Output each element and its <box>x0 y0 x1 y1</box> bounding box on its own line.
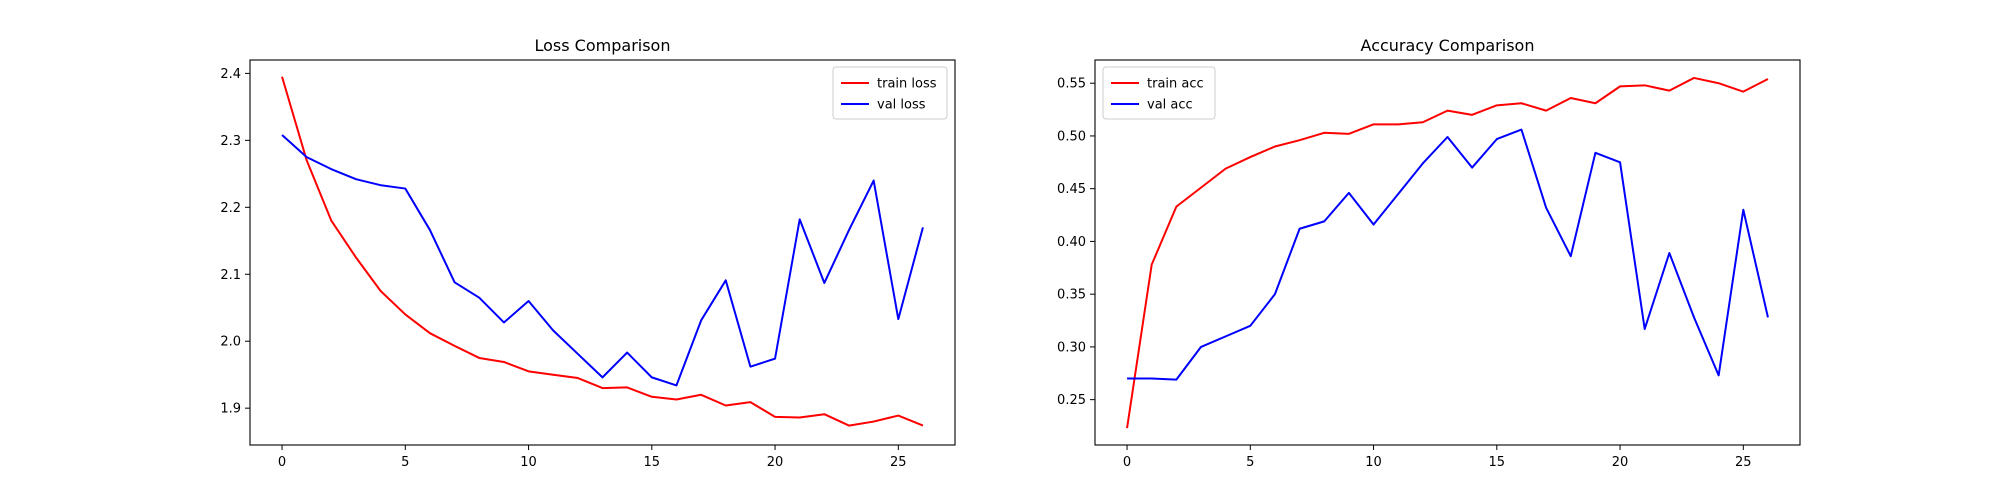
accuracy-y-tick-label: 0.55 <box>1057 77 1086 92</box>
loss-axes-frame <box>249 59 956 446</box>
loss-y-tick-label: 1.9 <box>220 402 241 417</box>
loss-x-tick-label: 5 <box>401 455 409 470</box>
accuracy-legend-label-val-acc: val acc <box>1147 98 1193 113</box>
accuracy-y-tick-label: 0.40 <box>1057 235 1086 250</box>
loss-val-loss-line <box>281 134 924 387</box>
loss-legend-label-train-loss: train loss <box>877 77 937 92</box>
accuracy-chart-panel: Accuracy Comparison 0 5 10 15 20 25 0.25 0.30 0.… <box>1057 36 1801 470</box>
accuracy-x-tick-label: 10 <box>1365 455 1382 470</box>
loss-chart-panel: Loss Comparison 0 5 10 15 20 25 1.9 2.0 2.1 2.2 2.… <box>220 36 956 470</box>
loss-x-tick-label: 20 <box>767 455 784 470</box>
accuracy-val-acc-line <box>1127 128 1769 381</box>
loss-y-tick-label: 2.3 <box>220 134 241 149</box>
accuracy-chart-title: Accuracy Comparison <box>1361 36 1535 55</box>
loss-legend-label-val-loss: val loss <box>877 98 926 113</box>
accuracy-y-tick-label: 0.45 <box>1057 182 1086 197</box>
accuracy-y-tick-label: 0.35 <box>1057 288 1086 303</box>
accuracy-x-tick-label: 25 <box>1735 455 1752 470</box>
loss-x-tick-label: 15 <box>644 455 661 470</box>
loss-y-tick-label: 2.1 <box>220 268 241 283</box>
loss-y-tick-label: 2.0 <box>220 335 241 350</box>
accuracy-x-tick-label: 15 <box>1489 455 1506 470</box>
accuracy-x-tick-label: 20 <box>1612 455 1629 470</box>
loss-y-tick-label: 2.4 <box>220 67 241 82</box>
loss-x-tick-label: 10 <box>520 455 537 470</box>
loss-legend-box <box>832 66 948 120</box>
loss-y-tick-label: 2.2 <box>220 201 241 216</box>
accuracy-train-acc-line <box>1126 76 1769 429</box>
accuracy-y-tick-label: 0.50 <box>1057 129 1086 144</box>
accuracy-legend-label-train-acc: train acc <box>1147 77 1204 92</box>
loss-x-tick-label: 0 <box>278 455 286 470</box>
accuracy-y-tick-label: 0.25 <box>1057 393 1086 408</box>
accuracy-axes-frame <box>1094 59 1801 446</box>
accuracy-y-tick-label: 0.30 <box>1057 340 1086 355</box>
loss-x-tick-label: 25 <box>890 455 907 470</box>
loss-chart-title: Loss Comparison <box>535 36 671 55</box>
loss-train-loss-line <box>281 76 924 427</box>
accuracy-x-tick-label: 0 <box>1123 455 1131 470</box>
accuracy-x-tick-label: 5 <box>1246 455 1254 470</box>
accuracy-legend: train acc val acc <box>1102 66 1216 120</box>
accuracy-legend-box <box>1102 66 1216 120</box>
loss-legend: train loss val loss <box>832 66 948 120</box>
